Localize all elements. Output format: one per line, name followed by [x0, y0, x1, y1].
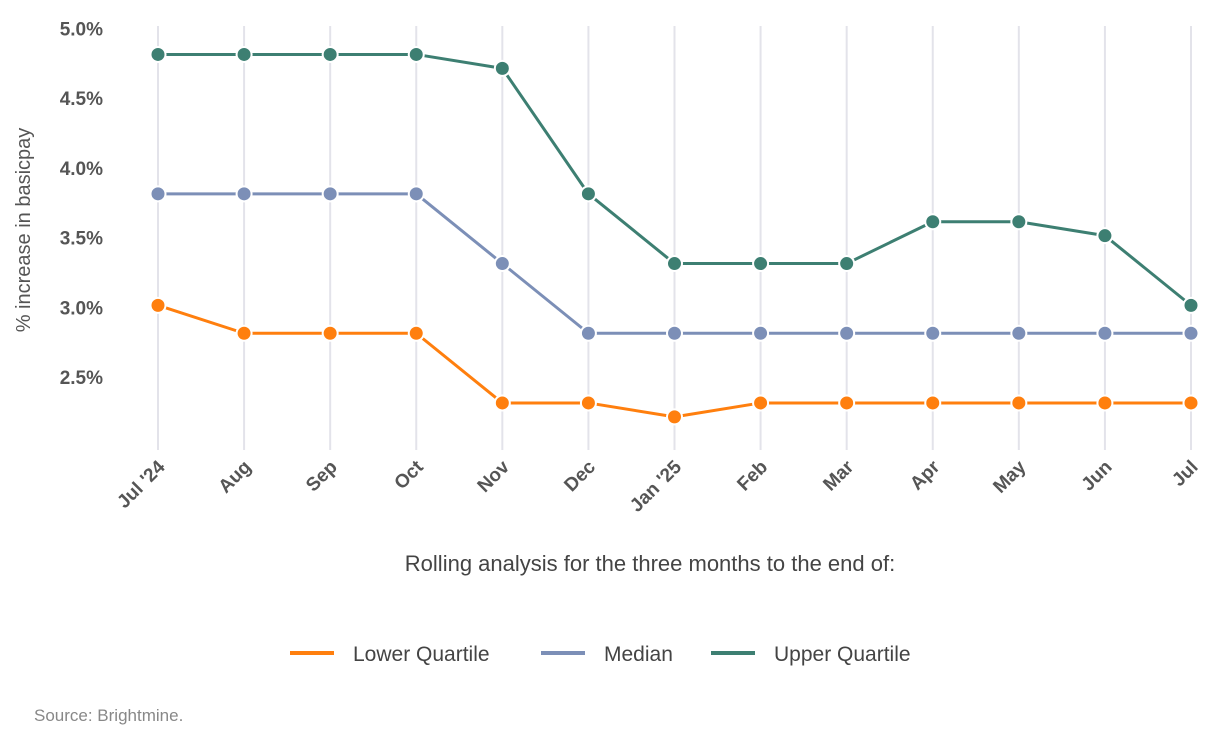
data-point: [1096, 324, 1114, 342]
x-tick-label: Apr: [906, 456, 944, 494]
data-point: [752, 324, 770, 342]
legend-label: Lower Quartile: [353, 643, 490, 666]
y-tick-label: 3.0%: [60, 298, 103, 319]
y-tick-label: 5.0%: [60, 20, 103, 41]
legend-item: Upper Quartile: [711, 643, 911, 666]
x-tick-label: Nov: [474, 456, 515, 497]
y-axis-ticks: 5.0% 4.5% 4.0% 3.5% 3.0% 2.5%: [60, 20, 103, 390]
x-tick-label: Jan '25: [626, 456, 686, 516]
x-tick-label: Aug: [215, 457, 256, 498]
x-tick-label: Feb: [733, 457, 772, 496]
legend-item: Lower Quartile: [290, 643, 490, 666]
data-point: [666, 408, 683, 426]
data-point: [1010, 213, 1028, 231]
data-point: [924, 394, 942, 412]
y-axis-label: % increase in basicpay: [13, 128, 35, 333]
data-point: [235, 45, 253, 63]
y-tick-label: 2.5%: [60, 368, 103, 389]
y-tick-label: 4.0%: [60, 159, 103, 180]
data-point: [321, 324, 339, 342]
source-note: Source: Brightmine.: [34, 706, 184, 725]
series-median: [149, 185, 1200, 342]
y-tick-label: 4.5%: [60, 89, 103, 110]
data-point: [666, 255, 683, 273]
data-point: [579, 185, 597, 203]
x-tick-label: Jul '24: [113, 456, 169, 512]
series-lower-quartile: [149, 296, 1200, 426]
data-point: [838, 394, 856, 412]
data-point: [407, 185, 425, 203]
data-point: [149, 45, 167, 63]
data-point: [752, 255, 770, 273]
x-tick-label: Jun: [1078, 457, 1117, 496]
data-point: [838, 324, 856, 342]
data-point: [838, 255, 856, 273]
data-point: [924, 213, 942, 231]
legend-label: Upper Quartile: [774, 643, 911, 666]
x-tick-label: Mar: [819, 456, 858, 495]
data-point: [407, 45, 425, 63]
legend-item: Median: [541, 643, 673, 666]
series-upper-quartile: [149, 45, 1200, 314]
x-tick-label: Dec: [560, 456, 600, 496]
x-tick-label: Oct: [391, 456, 429, 494]
data-point: [493, 59, 511, 77]
x-axis-ticks: Jul '24 Aug Sep Oct Nov Dec Jan '25 Feb Mar Apr Ma…: [113, 456, 1202, 516]
data-point: [924, 324, 942, 342]
grid-lines: [157, 26, 1192, 450]
data-point: [666, 324, 683, 342]
data-point: [1182, 296, 1200, 314]
data-point: [1096, 394, 1114, 412]
data-point: [321, 185, 339, 203]
x-tick-label: Jul: [1168, 457, 1202, 491]
data-point: [752, 394, 770, 412]
legend-label: Median: [604, 643, 673, 666]
x-tick-label: May: [989, 456, 1030, 497]
data-point: [493, 394, 511, 412]
series-lines: [149, 45, 1200, 426]
data-point: [149, 185, 167, 203]
data-point: [579, 324, 597, 342]
legend: Lower Quartile Median Upper Quartile: [290, 643, 911, 666]
data-point: [1182, 324, 1200, 342]
data-point: [1010, 394, 1028, 412]
data-point: [235, 185, 253, 203]
data-point: [579, 394, 597, 412]
y-tick-label: 3.5%: [60, 229, 103, 250]
x-tick-label: Sep: [302, 457, 341, 496]
data-point: [235, 324, 253, 342]
data-point: [1010, 324, 1028, 342]
data-point: [1182, 394, 1200, 412]
data-point: [149, 296, 167, 314]
data-point: [493, 255, 511, 273]
x-axis-label: Rolling analysis for the three months to…: [405, 551, 895, 576]
data-point: [1096, 227, 1114, 245]
data-point: [407, 324, 425, 342]
data-point: [321, 45, 339, 63]
